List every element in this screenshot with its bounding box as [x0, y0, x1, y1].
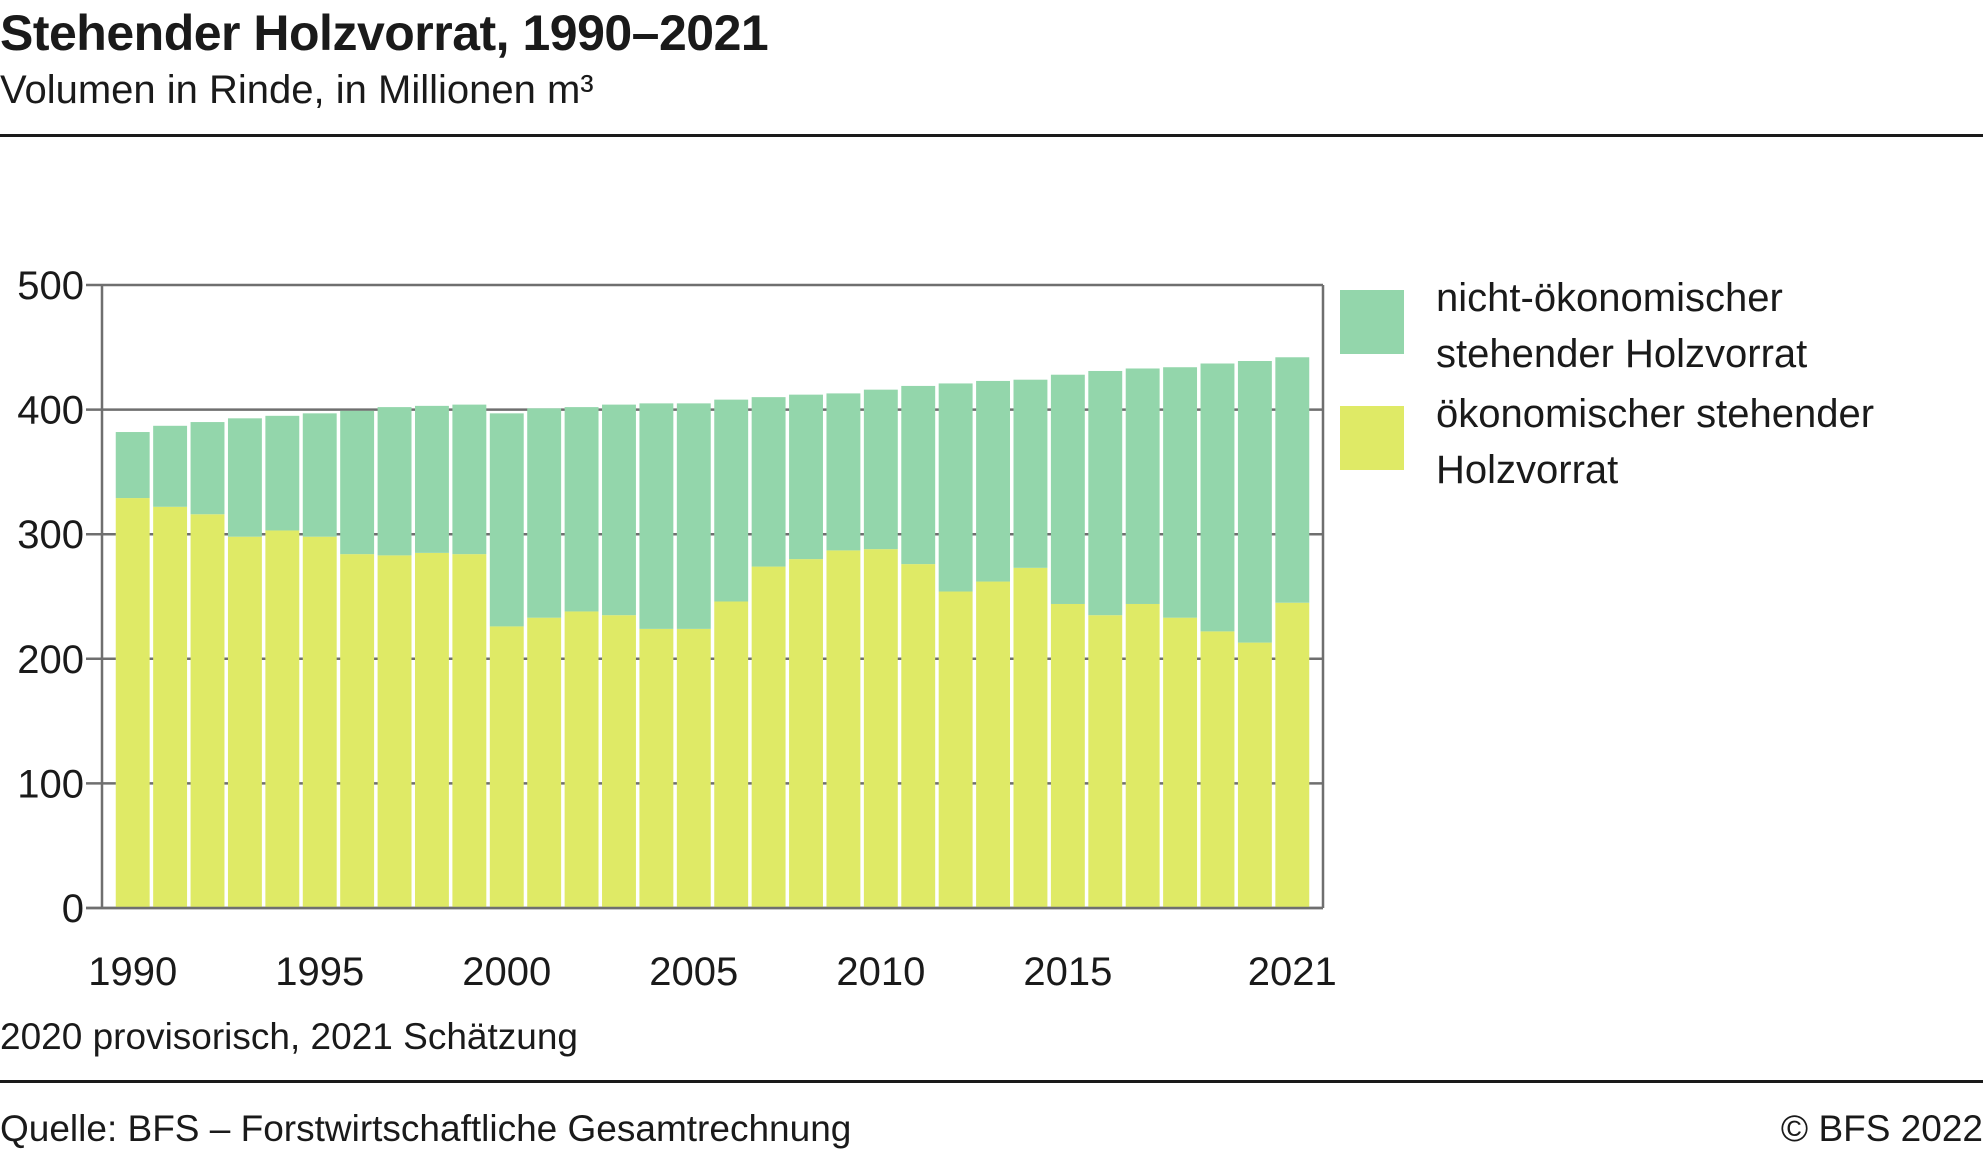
bar-non-economic-1994 — [265, 415, 300, 531]
x-tick-label-2005: 2005 — [649, 950, 738, 994]
bar-economic-1997 — [377, 555, 412, 908]
y-tick-label-100: 100 — [17, 762, 84, 806]
y-axis-labels: 0 100 200 300 400 500 — [17, 264, 84, 931]
bar-non-economic-2001 — [527, 408, 562, 618]
bar-economic-2021 — [1275, 602, 1310, 908]
stacked-bar-chart: 0 100 200 300 400 500 1990 1995 2000 2005 2010 201… — [17, 264, 1337, 994]
bar-economic-2006 — [714, 601, 749, 908]
bar-non-economic-1992 — [190, 422, 225, 515]
bar-non-economic-2020 — [1237, 361, 1272, 643]
bar-economic-2001 — [527, 617, 562, 908]
bar-non-economic-2002 — [564, 407, 599, 612]
legend-label-economic: ökonomischer stehender Holzvorrat — [1436, 392, 1875, 492]
bar-non-economic-2000 — [489, 413, 524, 627]
bar-economic-2009 — [826, 550, 861, 908]
bar-non-economic-1993 — [227, 418, 262, 537]
bar-non-economic-2008 — [789, 394, 823, 560]
bar-economic-2010 — [863, 549, 898, 908]
bar-economic-1999 — [452, 554, 487, 908]
bar-economic-2012 — [938, 591, 973, 908]
chart-note: 2020 provisorisch, 2021 Schätzung — [0, 1016, 578, 1057]
legend-swatch-non-economic — [1340, 290, 1404, 354]
bar-economic-1998 — [415, 552, 449, 908]
bar-non-economic-2011 — [901, 385, 936, 565]
copyright: © BFS 2022 — [1780, 1108, 1983, 1149]
chart-title: Stehender Holzvorrat, 1990–2021 — [0, 5, 769, 61]
legend-swatch-economic — [1340, 406, 1404, 470]
bar-economic-2016 — [1088, 615, 1123, 908]
bar-non-economic-2004 — [639, 403, 674, 629]
bar-non-economic-2003 — [602, 404, 636, 616]
y-tick-label-0: 0 — [62, 887, 84, 931]
bar-non-economic-2017 — [1125, 368, 1160, 604]
y-tick-label-500: 500 — [17, 264, 84, 308]
x-tick-label-1995: 1995 — [275, 950, 364, 994]
bar-non-economic-2015 — [1050, 374, 1085, 604]
bar-non-economic-2016 — [1088, 370, 1123, 616]
bar-economic-2017 — [1125, 603, 1160, 908]
bar-economic-2019 — [1200, 631, 1235, 908]
bar-economic-2011 — [901, 564, 936, 908]
x-tick-label-2000: 2000 — [462, 950, 551, 994]
bar-economic-1996 — [340, 554, 375, 908]
bar-economic-2002 — [564, 611, 599, 908]
bar-non-economic-2009 — [826, 393, 861, 551]
x-tick-label-2010: 2010 — [836, 950, 925, 994]
bar-economic-1993 — [227, 536, 262, 908]
bar-economic-2013 — [976, 581, 1010, 908]
x-tick-label-2021: 2021 — [1248, 950, 1337, 994]
top-divider — [0, 134, 1983, 137]
plot-frame — [86, 285, 1325, 910]
bar-economic-1995 — [302, 536, 337, 908]
y-tick-label-400: 400 — [17, 389, 84, 433]
bar-non-economic-2007 — [751, 397, 786, 567]
bar-economic-2003 — [602, 615, 636, 908]
bar-economic-1992 — [190, 514, 225, 908]
y-tick-label-200: 200 — [17, 638, 84, 682]
bar-economic-2020 — [1237, 642, 1272, 908]
bar-non-economic-2018 — [1163, 367, 1198, 618]
bars — [115, 357, 1310, 908]
bar-economic-2015 — [1050, 603, 1085, 908]
bar-non-economic-2005 — [676, 403, 711, 629]
bar-economic-2018 — [1163, 617, 1198, 908]
bottom-divider — [0, 1080, 1983, 1083]
bar-economic-1991 — [153, 506, 188, 908]
bar-economic-2008 — [789, 559, 823, 908]
bar-non-economic-1996 — [340, 410, 375, 555]
source-line: Quelle: BFS – Forstwirtschaftliche Gesam… — [0, 1108, 852, 1149]
bar-economic-2004 — [639, 628, 674, 908]
bar-non-economic-2014 — [1013, 379, 1048, 568]
bar-non-economic-1995 — [302, 413, 337, 537]
bar-economic-2014 — [1013, 567, 1048, 908]
bar-non-economic-1999 — [452, 404, 487, 555]
bar-economic-2000 — [489, 626, 524, 908]
bar-non-economic-1991 — [153, 425, 188, 507]
bar-non-economic-2021 — [1275, 357, 1310, 603]
bar-non-economic-2012 — [938, 383, 973, 592]
x-tick-label-2015: 2015 — [1023, 950, 1112, 994]
bar-economic-2007 — [751, 566, 786, 908]
legend-label-non-economic: nicht-ökonomischer stehender Holzvorrat — [1436, 276, 1808, 376]
x-tick-label-1990: 1990 — [88, 950, 177, 994]
bar-non-economic-2010 — [863, 389, 898, 550]
chart-subtitle: Volumen in Rinde, in Millionen m³ — [0, 68, 594, 112]
bar-economic-1994 — [265, 530, 300, 908]
bar-non-economic-1998 — [415, 405, 449, 553]
bar-non-economic-1997 — [377, 407, 412, 556]
bar-economic-1990 — [115, 498, 150, 908]
bar-non-economic-2019 — [1200, 363, 1235, 632]
bar-non-economic-2006 — [714, 399, 749, 602]
x-axis-labels: 1990 1995 2000 2005 2010 2015 2021 — [88, 950, 1337, 994]
bar-economic-2005 — [676, 628, 711, 908]
bar-non-economic-2013 — [976, 380, 1010, 582]
bar-non-economic-1990 — [115, 432, 150, 499]
y-tick-label-300: 300 — [17, 513, 84, 557]
